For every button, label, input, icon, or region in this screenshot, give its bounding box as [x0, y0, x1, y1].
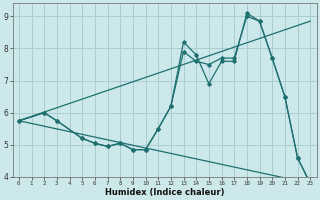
X-axis label: Humidex (Indice chaleur): Humidex (Indice chaleur)	[105, 188, 224, 197]
